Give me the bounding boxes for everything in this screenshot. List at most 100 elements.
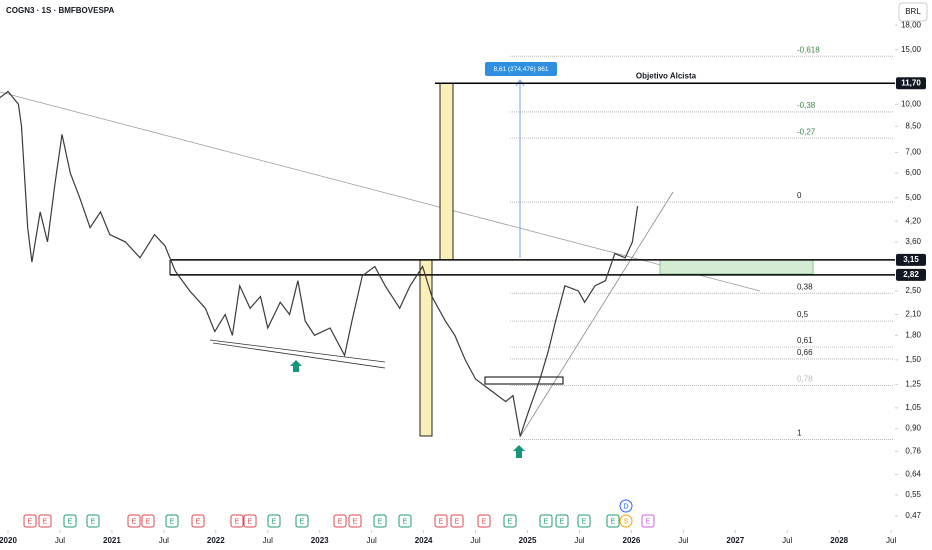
event-badge	[348, 514, 362, 528]
event-badge	[141, 514, 155, 528]
fib-label: 0,61	[797, 336, 813, 345]
event-label: E	[611, 518, 616, 525]
event-label: E	[300, 518, 305, 525]
chart-title: COGN3 · 1S · BMFBOVESPA	[6, 6, 115, 15]
y-tick-label: 10,00	[901, 99, 922, 108]
x-tick-label: Jul	[470, 536, 480, 545]
x-tick-label: 2020	[0, 536, 17, 545]
event-label: E	[646, 518, 651, 525]
y-tick-label: 0,64	[905, 470, 921, 479]
event-badge	[230, 514, 244, 528]
y-tick-label: 0,90	[905, 424, 921, 433]
event-badge	[434, 514, 448, 528]
event-badge	[243, 514, 257, 528]
currency: BRL	[905, 7, 921, 16]
y-tick-label: 0,47	[905, 511, 921, 520]
event-label: E	[582, 518, 587, 525]
event-label: E	[272, 518, 277, 525]
fib-label: -0,27	[797, 127, 816, 136]
highlight-bar	[419, 259, 433, 437]
level-label: 2,82	[903, 270, 919, 279]
y-tick-label: 15,00	[901, 45, 922, 54]
event-badge	[373, 514, 387, 528]
x-tick-label: Jul	[263, 536, 273, 545]
x-tick-label: Jul	[55, 536, 65, 545]
event-label: E	[170, 518, 175, 525]
event-label: E	[482, 518, 487, 525]
y-tick-label: 1,50	[905, 355, 921, 364]
x-tick-label: Jul	[574, 536, 584, 545]
x-tick-label: 2022	[207, 536, 225, 545]
event-badge	[450, 514, 464, 528]
event-badge	[127, 514, 141, 528]
x-tick-label: Jul	[159, 536, 169, 545]
measure-label: 8,61 (274,476) 861	[494, 66, 549, 73]
event-badge	[86, 514, 100, 528]
event-label: E	[132, 518, 137, 525]
event-badge	[398, 514, 412, 528]
fib-label: -0,38	[797, 101, 816, 110]
level-label: 3,15	[903, 255, 919, 264]
event-label: S	[624, 518, 629, 525]
x-tick-label: 2023	[311, 536, 329, 545]
event-label: E	[235, 518, 240, 525]
target-label: Objetivo Alcista	[636, 71, 697, 80]
currency-box	[898, 2, 928, 22]
event-label: E	[403, 518, 408, 525]
y-tick-label: 0,76	[905, 447, 921, 456]
event-label: E	[28, 518, 33, 525]
level-box	[896, 268, 926, 281]
wedge-line	[209, 339, 386, 363]
event-label: E	[248, 518, 253, 525]
event-label: E	[68, 518, 73, 525]
y-tick-label: 4,20	[905, 216, 921, 225]
event-badge	[577, 514, 591, 528]
event-badge	[23, 514, 37, 528]
consolidation-box	[484, 376, 564, 385]
y-tick-label: 7,00	[905, 147, 921, 156]
y-tick-label: 2,50	[905, 286, 921, 295]
fib-label: -0,618	[797, 45, 820, 54]
event-label: E	[439, 518, 444, 525]
event-badge	[539, 514, 553, 528]
level-box	[896, 253, 926, 266]
event-label: E	[455, 518, 460, 525]
event-badge	[606, 514, 620, 528]
fib-label: 0,5	[797, 310, 809, 319]
event-label: E	[146, 518, 151, 525]
event-badge	[165, 514, 179, 528]
fib-label: 0	[797, 191, 802, 200]
x-tick-label: 2027	[726, 536, 744, 545]
event-badge	[63, 514, 77, 528]
event-label: E	[353, 518, 358, 525]
y-tick-label: 1,25	[905, 380, 921, 389]
event-label: D	[623, 503, 628, 510]
fib-label: 0,66	[797, 348, 813, 357]
event-label: E	[378, 518, 383, 525]
up-arrow	[290, 360, 302, 372]
rising-line	[519, 191, 674, 438]
measure-box	[485, 62, 557, 76]
wedge-line	[212, 342, 386, 369]
x-tick-label: 2025	[519, 536, 537, 545]
event-badge	[267, 514, 281, 528]
trendline	[0, 91, 761, 292]
x-tick-label: 2028	[830, 536, 848, 545]
event-badge	[477, 514, 491, 528]
x-tick-label: Jul	[782, 536, 792, 545]
event-label: E	[91, 518, 96, 525]
target-zone	[659, 259, 814, 275]
highlight-bar	[439, 82, 454, 261]
fib-label: 1	[797, 429, 802, 438]
y-tick-label: 2,10	[905, 310, 921, 319]
event-label: E	[196, 518, 201, 525]
event-badge	[333, 514, 347, 528]
level-box	[896, 77, 926, 90]
y-tick-label: 18,00	[901, 20, 922, 29]
price-line	[0, 90, 639, 437]
y-tick-label: 3,60	[905, 237, 921, 246]
event-badge	[38, 514, 52, 528]
y-tick-label: 6,00	[905, 168, 921, 177]
up-arrow	[513, 445, 525, 458]
